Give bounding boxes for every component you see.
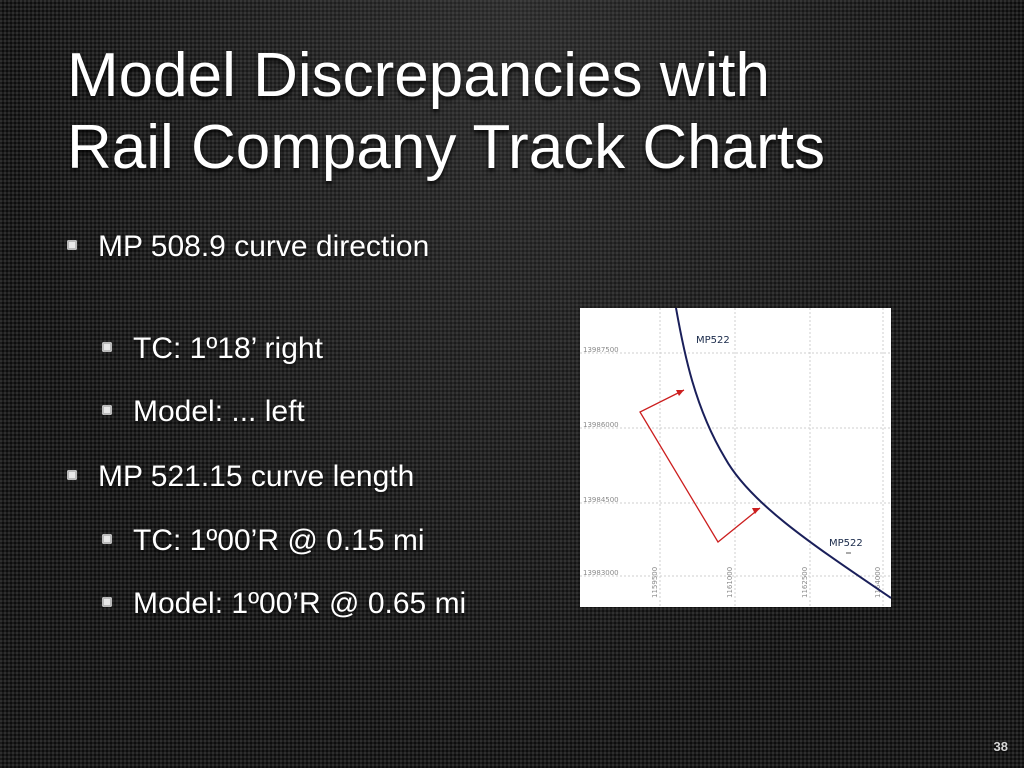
slide-title-line-1: Model Discrepancies with [67, 41, 770, 110]
bullet-marker-icon [102, 534, 112, 544]
x-tick-label: 1164000 [874, 567, 882, 598]
map-grid [580, 308, 891, 607]
bullet-text: TC: 1º00’R @ 0.15 mi [133, 524, 425, 557]
slide-title-line-2: Rail Company Track Charts [67, 113, 826, 182]
milepost-label: MP522 [696, 335, 730, 346]
y-tick-label: 13984500 [583, 496, 619, 504]
bullet-curve-direction: MP 508.9 curve direction [67, 226, 498, 268]
x-tick-label: 1161000 [726, 567, 734, 598]
sub-bullet-tc-length: TC: 1º00’R @ 0.15 mi [102, 520, 493, 562]
slide-page-number: 38 [993, 739, 1008, 754]
bullet-text: TC: 1º18’ right [133, 332, 323, 365]
bullet-marker-icon [67, 240, 77, 250]
bullet-text: Model: 1º00’R @ 0.65 mi [133, 587, 467, 620]
y-tick-label: 13987500 [583, 346, 619, 354]
bullet-text: Model: ... left [133, 395, 305, 428]
track-centerline [675, 308, 891, 599]
bullet-curve-length: MP 521.15 curve length [67, 456, 498, 498]
track-map-image: 13987500 13986000 13984500 13983000 1159… [580, 308, 891, 607]
bullet-marker-icon [102, 342, 112, 352]
y-tick-label: 13986000 [583, 421, 619, 429]
slide-title: Model Discrepancies with Rail Company Tr… [67, 40, 967, 184]
discrepancy-bracket [639, 389, 761, 543]
sub-bullet-tc-direction: TC: 1º18’ right [102, 328, 493, 370]
arrow-head-icon [676, 390, 684, 396]
sub-bullet-model-direction: Model: ... left [102, 391, 493, 433]
x-tick-label: 1159500 [651, 567, 659, 598]
x-tick-label: 1162500 [801, 567, 809, 598]
bullet-text: MP 508.9 curve direction [98, 230, 430, 263]
arrow-head-icon [752, 508, 760, 514]
track-map-svg: 13987500 13986000 13984500 13983000 1159… [580, 308, 891, 607]
bullet-marker-icon [102, 597, 112, 607]
bullet-marker-icon [102, 405, 112, 415]
bullet-marker-icon [67, 470, 77, 480]
milepost-label: MP522 [829, 538, 863, 549]
sub-bullet-model-length: Model: 1º00’R @ 0.65 mi [102, 583, 473, 625]
bullet-text: MP 521.15 curve length [98, 460, 415, 493]
y-tick-label: 13983000 [583, 569, 619, 577]
